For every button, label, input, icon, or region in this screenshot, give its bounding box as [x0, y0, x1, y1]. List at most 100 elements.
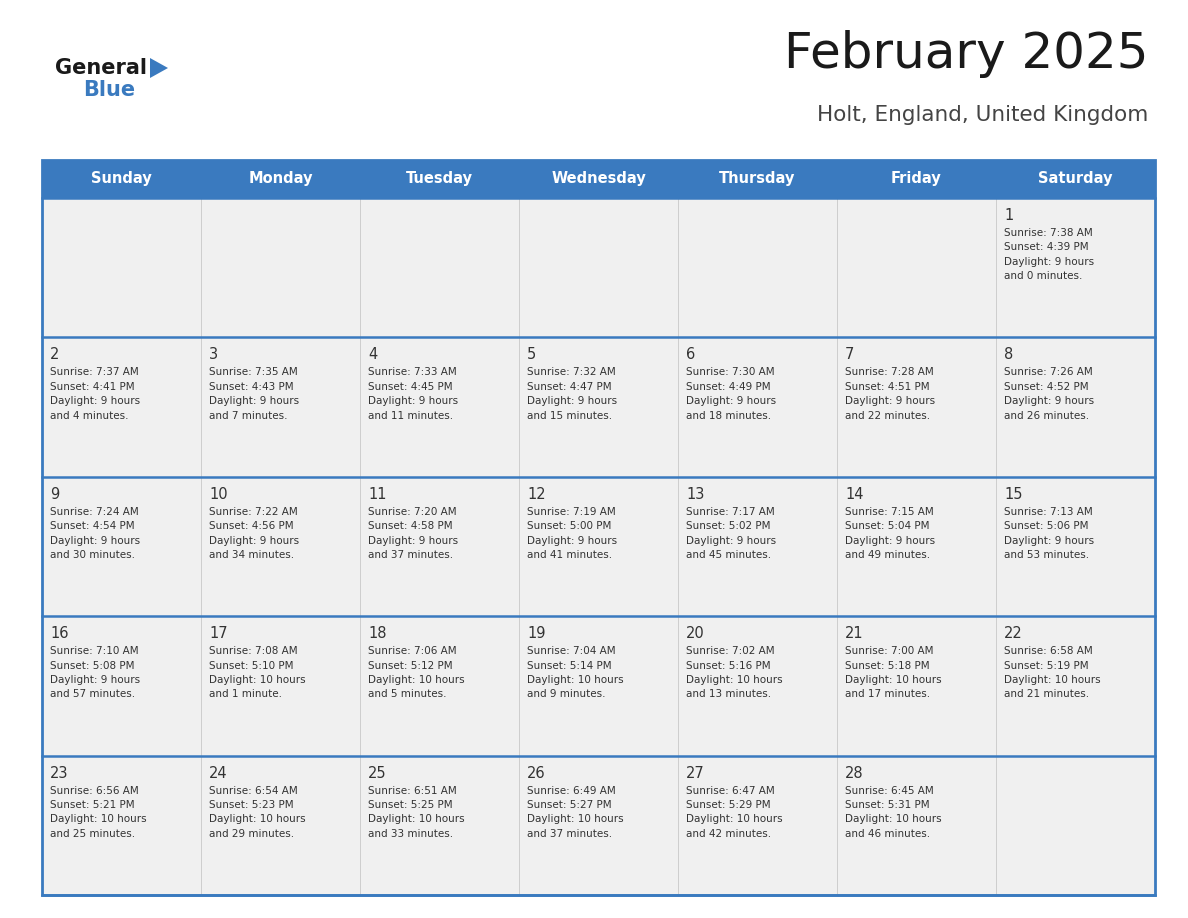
Bar: [201, 756, 360, 895]
Text: 17: 17: [209, 626, 228, 641]
Text: 4: 4: [368, 347, 378, 363]
Bar: [42, 160, 1155, 198]
Text: 10: 10: [209, 487, 228, 502]
Bar: [360, 338, 519, 476]
Text: 6: 6: [685, 347, 695, 363]
Bar: [838, 756, 996, 895]
Text: 15: 15: [1004, 487, 1023, 502]
Bar: [838, 198, 996, 338]
Text: 5: 5: [527, 347, 536, 363]
Text: Sunrise: 7:00 AM
Sunset: 5:18 PM
Daylight: 10 hours
and 17 minutes.: Sunrise: 7:00 AM Sunset: 5:18 PM Dayligh…: [845, 646, 942, 700]
Bar: [996, 338, 1155, 476]
Text: Sunrise: 7:10 AM
Sunset: 5:08 PM
Daylight: 9 hours
and 57 minutes.: Sunrise: 7:10 AM Sunset: 5:08 PM Dayligh…: [50, 646, 140, 700]
Text: Holt, England, United Kingdom: Holt, England, United Kingdom: [816, 105, 1148, 125]
Text: Sunrise: 7:26 AM
Sunset: 4:52 PM
Daylight: 9 hours
and 26 minutes.: Sunrise: 7:26 AM Sunset: 4:52 PM Dayligh…: [1004, 367, 1094, 420]
Bar: [678, 338, 838, 476]
Text: 27: 27: [685, 766, 704, 780]
Bar: [519, 616, 678, 756]
Bar: [519, 338, 678, 476]
Bar: [360, 616, 519, 756]
Text: Sunrise: 7:06 AM
Sunset: 5:12 PM
Daylight: 10 hours
and 5 minutes.: Sunrise: 7:06 AM Sunset: 5:12 PM Dayligh…: [368, 646, 465, 700]
Bar: [838, 476, 996, 616]
Text: 14: 14: [845, 487, 864, 502]
Bar: [201, 616, 360, 756]
Bar: [42, 476, 201, 616]
Text: Sunrise: 7:24 AM
Sunset: 4:54 PM
Daylight: 9 hours
and 30 minutes.: Sunrise: 7:24 AM Sunset: 4:54 PM Dayligh…: [50, 507, 140, 560]
Text: February 2025: February 2025: [784, 30, 1148, 78]
Text: Sunrise: 7:33 AM
Sunset: 4:45 PM
Daylight: 9 hours
and 11 minutes.: Sunrise: 7:33 AM Sunset: 4:45 PM Dayligh…: [368, 367, 459, 420]
Text: 23: 23: [50, 766, 69, 780]
Bar: [360, 476, 519, 616]
Bar: [996, 616, 1155, 756]
Text: Sunrise: 7:19 AM
Sunset: 5:00 PM
Daylight: 9 hours
and 41 minutes.: Sunrise: 7:19 AM Sunset: 5:00 PM Dayligh…: [527, 507, 617, 560]
Text: 9: 9: [50, 487, 59, 502]
Bar: [838, 338, 996, 476]
Bar: [360, 756, 519, 895]
Text: Sunrise: 6:56 AM
Sunset: 5:21 PM
Daylight: 10 hours
and 25 minutes.: Sunrise: 6:56 AM Sunset: 5:21 PM Dayligh…: [50, 786, 146, 839]
Text: Sunrise: 6:47 AM
Sunset: 5:29 PM
Daylight: 10 hours
and 42 minutes.: Sunrise: 6:47 AM Sunset: 5:29 PM Dayligh…: [685, 786, 783, 839]
Text: 24: 24: [209, 766, 228, 780]
Text: 13: 13: [685, 487, 704, 502]
Bar: [996, 198, 1155, 338]
Text: 28: 28: [845, 766, 864, 780]
Text: Sunrise: 7:04 AM
Sunset: 5:14 PM
Daylight: 10 hours
and 9 minutes.: Sunrise: 7:04 AM Sunset: 5:14 PM Dayligh…: [527, 646, 624, 700]
Bar: [678, 616, 838, 756]
Text: Sunrise: 7:17 AM
Sunset: 5:02 PM
Daylight: 9 hours
and 45 minutes.: Sunrise: 7:17 AM Sunset: 5:02 PM Dayligh…: [685, 507, 776, 560]
Text: 20: 20: [685, 626, 704, 641]
Bar: [519, 756, 678, 895]
Text: Sunrise: 7:22 AM
Sunset: 4:56 PM
Daylight: 9 hours
and 34 minutes.: Sunrise: 7:22 AM Sunset: 4:56 PM Dayligh…: [209, 507, 299, 560]
Bar: [678, 198, 838, 338]
Text: Thursday: Thursday: [719, 172, 796, 186]
Text: General: General: [55, 58, 147, 78]
Text: Monday: Monday: [248, 172, 312, 186]
Text: 2: 2: [50, 347, 59, 363]
Bar: [519, 476, 678, 616]
Text: Sunrise: 7:08 AM
Sunset: 5:10 PM
Daylight: 10 hours
and 1 minute.: Sunrise: 7:08 AM Sunset: 5:10 PM Dayligh…: [209, 646, 305, 700]
Bar: [42, 756, 201, 895]
Text: 25: 25: [368, 766, 386, 780]
Text: Sunrise: 7:13 AM
Sunset: 5:06 PM
Daylight: 9 hours
and 53 minutes.: Sunrise: 7:13 AM Sunset: 5:06 PM Dayligh…: [1004, 507, 1094, 560]
Text: Sunrise: 7:35 AM
Sunset: 4:43 PM
Daylight: 9 hours
and 7 minutes.: Sunrise: 7:35 AM Sunset: 4:43 PM Dayligh…: [209, 367, 299, 420]
Bar: [519, 198, 678, 338]
Text: Sunrise: 7:32 AM
Sunset: 4:47 PM
Daylight: 9 hours
and 15 minutes.: Sunrise: 7:32 AM Sunset: 4:47 PM Dayligh…: [527, 367, 617, 420]
Bar: [42, 160, 1155, 895]
Text: Sunrise: 6:49 AM
Sunset: 5:27 PM
Daylight: 10 hours
and 37 minutes.: Sunrise: 6:49 AM Sunset: 5:27 PM Dayligh…: [527, 786, 624, 839]
Text: Sunrise: 6:54 AM
Sunset: 5:23 PM
Daylight: 10 hours
and 29 minutes.: Sunrise: 6:54 AM Sunset: 5:23 PM Dayligh…: [209, 786, 305, 839]
Bar: [42, 198, 201, 338]
Text: Blue: Blue: [83, 80, 135, 100]
Text: 8: 8: [1004, 347, 1013, 363]
Polygon shape: [150, 58, 168, 78]
Text: Sunrise: 7:15 AM
Sunset: 5:04 PM
Daylight: 9 hours
and 49 minutes.: Sunrise: 7:15 AM Sunset: 5:04 PM Dayligh…: [845, 507, 935, 560]
Bar: [678, 756, 838, 895]
Text: Sunrise: 7:37 AM
Sunset: 4:41 PM
Daylight: 9 hours
and 4 minutes.: Sunrise: 7:37 AM Sunset: 4:41 PM Dayligh…: [50, 367, 140, 420]
Text: 12: 12: [527, 487, 545, 502]
Text: Friday: Friday: [891, 172, 942, 186]
Text: Sunrise: 7:38 AM
Sunset: 4:39 PM
Daylight: 9 hours
and 0 minutes.: Sunrise: 7:38 AM Sunset: 4:39 PM Dayligh…: [1004, 228, 1094, 281]
Text: Sunrise: 7:02 AM
Sunset: 5:16 PM
Daylight: 10 hours
and 13 minutes.: Sunrise: 7:02 AM Sunset: 5:16 PM Dayligh…: [685, 646, 783, 700]
Bar: [360, 198, 519, 338]
Text: Sunrise: 6:45 AM
Sunset: 5:31 PM
Daylight: 10 hours
and 46 minutes.: Sunrise: 6:45 AM Sunset: 5:31 PM Dayligh…: [845, 786, 942, 839]
Bar: [201, 476, 360, 616]
Bar: [996, 756, 1155, 895]
Text: Sunrise: 6:58 AM
Sunset: 5:19 PM
Daylight: 10 hours
and 21 minutes.: Sunrise: 6:58 AM Sunset: 5:19 PM Dayligh…: [1004, 646, 1100, 700]
Bar: [42, 338, 201, 476]
Bar: [838, 616, 996, 756]
Text: Saturday: Saturday: [1038, 172, 1113, 186]
Text: 3: 3: [209, 347, 219, 363]
Bar: [42, 616, 201, 756]
Text: Tuesday: Tuesday: [406, 172, 473, 186]
Text: 19: 19: [527, 626, 545, 641]
Text: Sunday: Sunday: [91, 172, 152, 186]
Text: Sunrise: 6:51 AM
Sunset: 5:25 PM
Daylight: 10 hours
and 33 minutes.: Sunrise: 6:51 AM Sunset: 5:25 PM Dayligh…: [368, 786, 465, 839]
Bar: [201, 198, 360, 338]
Bar: [678, 476, 838, 616]
Text: Sunrise: 7:28 AM
Sunset: 4:51 PM
Daylight: 9 hours
and 22 minutes.: Sunrise: 7:28 AM Sunset: 4:51 PM Dayligh…: [845, 367, 935, 420]
Text: Sunrise: 7:20 AM
Sunset: 4:58 PM
Daylight: 9 hours
and 37 minutes.: Sunrise: 7:20 AM Sunset: 4:58 PM Dayligh…: [368, 507, 459, 560]
Text: 18: 18: [368, 626, 386, 641]
Bar: [996, 476, 1155, 616]
Text: 7: 7: [845, 347, 854, 363]
Text: Sunrise: 7:30 AM
Sunset: 4:49 PM
Daylight: 9 hours
and 18 minutes.: Sunrise: 7:30 AM Sunset: 4:49 PM Dayligh…: [685, 367, 776, 420]
Text: 21: 21: [845, 626, 864, 641]
Bar: [201, 338, 360, 476]
Text: Wednesday: Wednesday: [551, 172, 646, 186]
